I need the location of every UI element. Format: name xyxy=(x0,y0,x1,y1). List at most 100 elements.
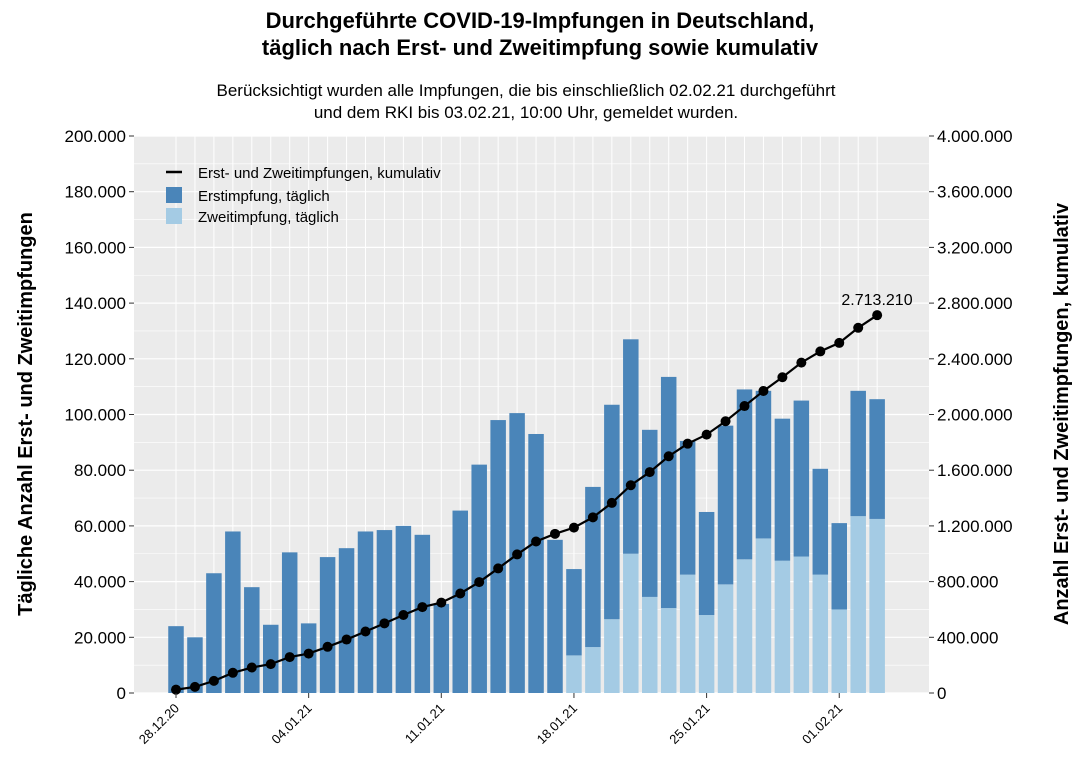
bar-zweitimpfung xyxy=(869,518,885,693)
bar-zweitimpfung xyxy=(698,615,715,693)
chart-subtitle-line-2: und dem RKI bis 03.02.21, 10:00 Uhr, gem… xyxy=(314,103,738,122)
x-tick-label: 28.12.20 xyxy=(136,701,182,747)
bar-erstimpfung xyxy=(774,418,791,561)
y-tick-label-left: 80.000 xyxy=(74,461,126,480)
y-tick-label-right: 3.600.000 xyxy=(937,183,1013,202)
y-tick-label-left: 140.000 xyxy=(65,294,126,313)
x-tick-label: 11.01.21 xyxy=(402,701,448,747)
cumulative-point xyxy=(853,322,864,333)
bar-zweitimpfung xyxy=(736,559,753,693)
cumulative-point xyxy=(758,385,769,396)
x-tick-label: 04.01.21 xyxy=(268,701,314,747)
cumulative-point xyxy=(720,416,731,427)
bar-zweitimpfung xyxy=(831,609,847,693)
cumulative-point xyxy=(189,681,200,692)
bar-zweitimpfung xyxy=(774,560,791,693)
bar-zweitimpfung xyxy=(642,596,658,693)
cumulative-point xyxy=(872,310,883,321)
bar-erstimpfung xyxy=(357,531,374,693)
cumulative-point xyxy=(587,512,598,523)
cumulative-point xyxy=(644,467,655,478)
bar-zweitimpfung xyxy=(604,619,620,693)
cumulative-point xyxy=(568,522,579,533)
cumulative-point xyxy=(701,429,712,440)
bar-erstimpfung xyxy=(660,376,677,609)
bar-zweitimpfung xyxy=(755,538,772,693)
y-tick-label-right: 4.000.000 xyxy=(937,127,1013,146)
legend-key-erstimpfung xyxy=(166,187,182,203)
bar-erstimpfung xyxy=(869,399,885,519)
y-tick-label-left: 120.000 xyxy=(65,350,126,369)
cumulative-point xyxy=(171,684,181,695)
bar-erstimpfung xyxy=(376,530,393,693)
y-tick-label-right: 1.600.000 xyxy=(937,461,1013,480)
y-tick-label-right: 2.800.000 xyxy=(937,294,1013,313)
cumulative-point xyxy=(284,652,295,663)
chart-subtitle-line-1: Berücksichtigt wurden alle Impfungen, di… xyxy=(217,81,836,100)
cumulative-point xyxy=(303,648,314,659)
cumulative-point xyxy=(739,401,750,412)
cumulative-line-layer xyxy=(171,310,883,695)
y-tick-label-right: 2.400.000 xyxy=(937,350,1013,369)
bar-erstimpfung xyxy=(604,404,620,620)
cumulative-point xyxy=(550,528,560,539)
bar-erstimpfung xyxy=(263,624,279,693)
cumulative-point xyxy=(208,675,219,686)
y-tick-label-left: 40.000 xyxy=(74,573,126,592)
cumulative-point xyxy=(796,357,807,368)
cumulative-point xyxy=(777,372,788,383)
bar-zweitimpfung xyxy=(793,556,810,693)
cumulative-point xyxy=(398,609,409,620)
cumulative-point xyxy=(606,497,617,508)
bar-zweitimpfung xyxy=(566,655,582,693)
cumulative-point xyxy=(815,346,826,357)
y-tick-label-right: 400.000 xyxy=(937,628,998,647)
x-tick-label: 18.01.21 xyxy=(534,701,580,747)
y-tick-label-left: 60.000 xyxy=(74,517,126,536)
cumulative-point xyxy=(663,451,674,462)
bar-layer xyxy=(168,339,885,693)
bar-erstimpfung xyxy=(244,587,260,693)
x-tick-label: 25.01.21 xyxy=(666,701,712,747)
bar-erstimpfung xyxy=(566,569,582,656)
legend-label-cumulative: Erst- und Zweitimpfungen, kumulativ xyxy=(198,165,441,182)
y-tick-label-right: 1.200.000 xyxy=(937,517,1013,536)
y-tick-label-left: 100.000 xyxy=(65,406,126,425)
legend-key-zweitimpfung xyxy=(166,208,182,224)
y-tick-label-right: 2.000.000 xyxy=(937,406,1013,425)
y-tick-label-right: 800.000 xyxy=(937,573,998,592)
cumulative-point xyxy=(682,438,693,449)
cumulative-point xyxy=(455,588,466,599)
bar-erstimpfung xyxy=(698,511,715,616)
y-tick-label-left: 180.000 xyxy=(65,183,126,202)
cumulative-point xyxy=(625,480,636,491)
last-value-annotation: 2.713.210 xyxy=(841,292,912,309)
bar-erstimpfung xyxy=(395,525,412,693)
bar-erstimpfung xyxy=(206,573,222,693)
y-tick-label-right: 0 xyxy=(937,684,946,703)
y-tick-label-left: 20.000 xyxy=(74,628,126,647)
y-tick-label-left: 200.000 xyxy=(65,127,126,146)
bar-erstimpfung xyxy=(528,433,544,693)
legend-label-zweitimpfung: Zweitimpfung, täglich xyxy=(198,209,339,226)
bar-erstimpfung xyxy=(338,548,355,693)
cumulative-point xyxy=(531,536,542,547)
bar-erstimpfung xyxy=(281,552,298,693)
legend-label-erstimpfung: Erstimpfung, täglich xyxy=(198,188,330,205)
bar-erstimpfung xyxy=(717,425,734,585)
bar-erstimpfung xyxy=(793,400,810,557)
bar-erstimpfung xyxy=(679,440,696,575)
cumulative-point xyxy=(512,549,523,560)
cumulative-point xyxy=(227,667,238,678)
bar-zweitimpfung xyxy=(850,516,866,693)
bar-erstimpfung xyxy=(831,523,847,610)
cumulative-point xyxy=(341,634,352,645)
y-axis-label-right: Anzahl Erst- und Zweitimpfungen, kumulat… xyxy=(1051,202,1073,625)
bar-erstimpfung xyxy=(623,339,639,554)
bar-erstimpfung xyxy=(850,390,866,517)
cumulative-point xyxy=(322,641,333,652)
bar-erstimpfung xyxy=(433,603,450,693)
bar-erstimpfung xyxy=(319,557,336,693)
cumulative-point xyxy=(436,597,447,608)
